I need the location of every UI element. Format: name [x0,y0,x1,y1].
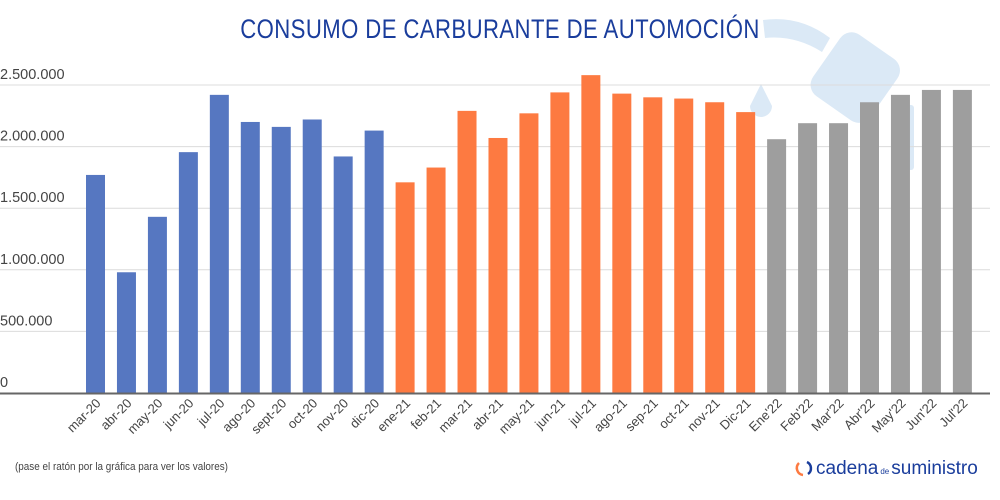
x-tick-label: jun-20 [160,396,197,433]
x-tick-label: Ene'22 [746,396,785,435]
x-tick-label: May'22 [869,396,909,436]
bar-dic-20[interactable] [364,130,384,394]
bar-mar-21[interactable] [457,110,477,393]
x-tick-label: may-20 [124,396,165,437]
x-tick-label: jun-21 [531,396,568,433]
bar-oct-20[interactable] [302,119,322,393]
y-tick-label: 1.500.000 [0,190,65,206]
y-tick-label: 500.000 [0,313,52,329]
bar-Jun'22[interactable] [921,89,941,393]
bar-ago-20[interactable] [240,121,260,394]
y-tick-label: 0 [0,375,8,391]
x-tick-label: sep-21 [622,396,661,435]
x-tick-label: ago-21 [591,396,630,435]
logo-text-de: de [880,467,890,476]
bar-jun-21[interactable] [550,92,570,393]
bar-sept-20[interactable] [271,126,291,393]
x-tick-label: may-21 [496,396,537,437]
bar-abr-20[interactable] [116,272,136,393]
x-tick-label: mar-20 [64,396,104,436]
bar-mar-20[interactable] [86,174,105,393]
bar-nov-20[interactable] [333,156,353,393]
x-tick-label: Feb'22 [777,396,815,434]
x-tick-label: ene-21 [374,396,413,435]
x-tick-label: mar-21 [435,396,475,436]
bar-Dic-21[interactable] [736,112,756,393]
bar-oct-21[interactable] [674,98,694,393]
fuel-nozzle-watermark-icon [750,19,914,170]
bar-Mar'22[interactable] [829,123,849,393]
bar-ago-21[interactable] [612,93,632,394]
bar-jun-20[interactable] [178,152,198,393]
x-tick-label: nov-20 [313,396,352,435]
logo-text-cadena: cadena [816,458,879,479]
bar-may-20[interactable] [147,216,167,393]
bar-jul-21[interactable] [581,75,601,394]
bar-Abr'22[interactable] [860,102,879,394]
bar-may-21[interactable] [519,113,539,393]
logo-text-suministro: suministro [891,458,978,479]
y-tick-label: 2.000.000 [0,129,65,145]
x-tick-label: Jul'22 [936,396,970,430]
bar-Feb'22[interactable] [798,123,818,393]
y-tick-label: 1.000.000 [0,252,65,268]
bar-abr-21[interactable] [488,137,508,393]
bar-feb-21[interactable] [426,167,446,393]
bar-Jul'22[interactable] [952,89,972,393]
hover-hint: (pase el ratón por la gráfica para ver l… [15,461,228,473]
bar-Ene'22[interactable] [767,139,787,393]
bar-May'22[interactable] [890,94,910,393]
bar-ene-21[interactable] [395,182,415,393]
logo-arrows-icon [795,460,813,477]
chart-title: CONSUMO DE CARBURANTE DE AUTOMOCIÓN [240,14,760,44]
bar-nov-21[interactable] [705,102,725,394]
x-tick-label: Jun'22 [902,396,939,433]
y-tick-label: 2.500.000 [0,67,65,83]
x-tick-label: nov-21 [684,396,723,435]
bar-jul-20[interactable] [209,94,229,393]
x-tick-label: sept-20 [248,396,289,437]
bar-sep-21[interactable] [643,97,663,393]
cadena-de-suministro-logo: cadena de suministro [794,456,978,480]
x-tick-label: Mar'22 [808,396,846,434]
